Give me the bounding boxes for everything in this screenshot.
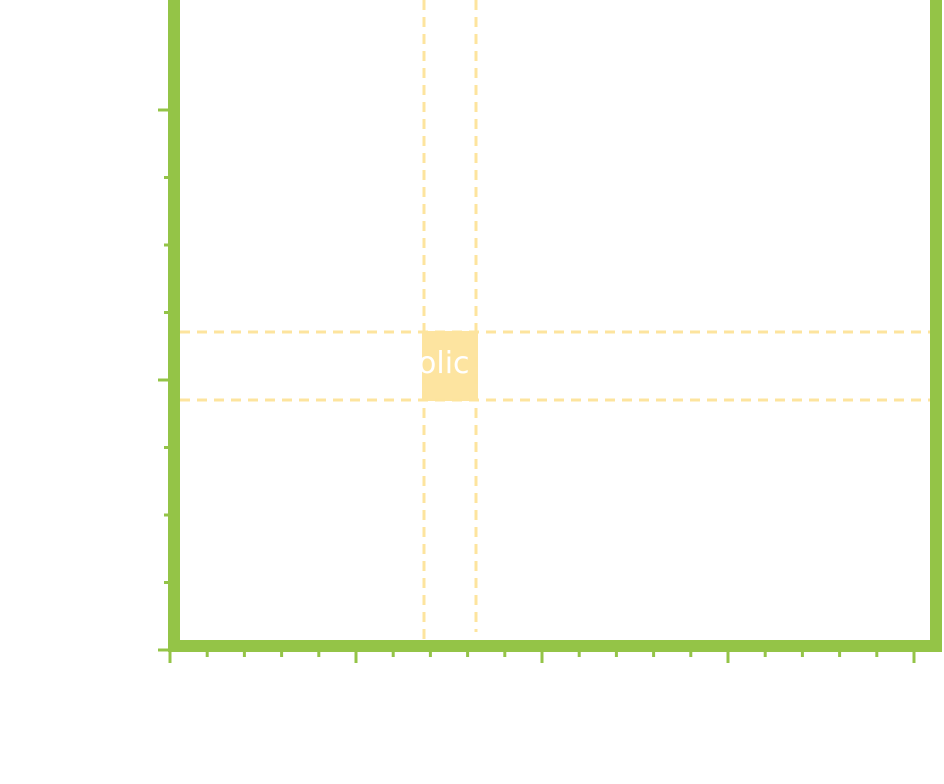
highlight-box [422, 331, 478, 401]
right-border [930, 0, 942, 652]
highlight-label: olic [418, 346, 470, 381]
axis-ticks [158, 108, 916, 663]
left-axis [168, 0, 180, 652]
bottom-axis [168, 640, 942, 652]
guide-lines [180, 0, 930, 640]
